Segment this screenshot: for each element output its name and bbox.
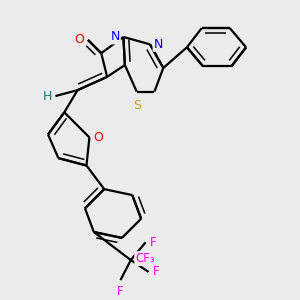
Text: N: N — [110, 30, 120, 44]
Text: O: O — [74, 33, 84, 46]
Text: CF₃: CF₃ — [135, 252, 155, 265]
Text: O: O — [93, 131, 103, 144]
Text: S: S — [133, 99, 141, 112]
Text: F: F — [150, 236, 157, 249]
Text: H: H — [43, 90, 52, 103]
Text: F: F — [153, 266, 160, 278]
Text: N: N — [154, 38, 163, 51]
Text: F: F — [117, 285, 124, 298]
